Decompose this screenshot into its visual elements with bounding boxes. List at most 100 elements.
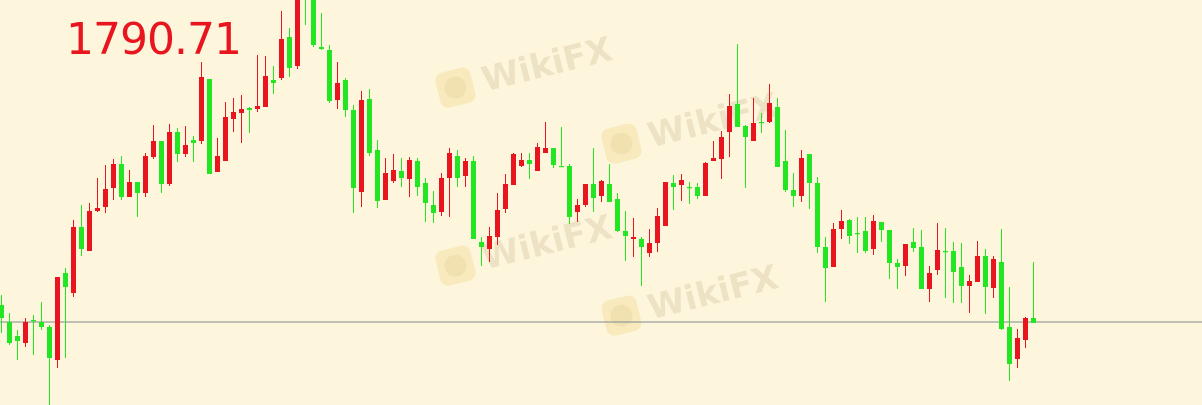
- candle-body: [975, 256, 980, 282]
- candle-body: [375, 150, 380, 201]
- candle-body: [159, 141, 164, 184]
- candle-body: [959, 267, 964, 286]
- candle-body: [327, 50, 332, 101]
- candle-body: [1015, 338, 1020, 359]
- candle-body: [415, 161, 420, 187]
- candle-body: [263, 76, 268, 107]
- candle-body: [399, 171, 404, 178]
- candle-body: [855, 233, 860, 235]
- candle-body: [407, 160, 412, 179]
- candle-body: [839, 221, 844, 229]
- candle-body: [199, 77, 204, 141]
- candle-body: [655, 216, 660, 243]
- candle-body: [775, 107, 780, 167]
- candle-body: [735, 104, 740, 127]
- candle-body: [103, 189, 108, 207]
- candle-body: [127, 182, 132, 197]
- candle-body: [1023, 318, 1028, 340]
- candle-body: [903, 244, 908, 266]
- candle-body: [599, 181, 604, 196]
- candle-body: [623, 231, 628, 236]
- candle-body: [207, 79, 212, 174]
- candle-body: [223, 117, 228, 161]
- candle-body: [7, 322, 12, 343]
- candle-body: [967, 281, 972, 286]
- candle-body: [1007, 327, 1012, 364]
- candle-body: [687, 187, 692, 189]
- candle-body: [311, 0, 316, 45]
- candle-body: [31, 320, 36, 322]
- candle-body: [143, 156, 148, 193]
- candle-body: [519, 160, 524, 166]
- candle-body: [607, 184, 612, 202]
- candle-body: [911, 242, 916, 248]
- candle-body: [719, 137, 724, 159]
- candle-body: [871, 221, 876, 249]
- candle-body: [39, 322, 44, 327]
- candle-body: [15, 336, 20, 341]
- candle-body: [431, 205, 436, 213]
- candle-body: [231, 112, 236, 119]
- candle-body: [487, 236, 492, 249]
- candle-body: [63, 273, 68, 287]
- candle-body: [879, 222, 884, 230]
- candle-body: [191, 140, 196, 143]
- candle-body: [175, 132, 180, 154]
- candle-body: [255, 106, 260, 109]
- candle-body: [695, 187, 700, 196]
- candle-body: [239, 109, 244, 113]
- candle-body: [927, 273, 932, 289]
- candle-body: [887, 230, 892, 263]
- candle-body: [583, 184, 588, 205]
- candle-body: [759, 122, 764, 124]
- candle-body: [471, 161, 476, 239]
- candle-body: [751, 123, 756, 141]
- candle-body: [287, 37, 292, 68]
- candle-body: [919, 247, 924, 289]
- candle-body: [343, 80, 348, 110]
- candle-body: [535, 147, 540, 171]
- candle-body: [527, 160, 532, 164]
- candle-body: [247, 108, 252, 110]
- candle-body: [815, 183, 820, 247]
- candle-body: [847, 220, 852, 236]
- candle-body: [47, 327, 52, 358]
- candle-body: [727, 106, 732, 132]
- candle-body: [335, 83, 340, 100]
- candle-body: [999, 262, 1004, 329]
- candle-body: [23, 322, 28, 343]
- candle-body: [79, 227, 84, 249]
- candle-body: [631, 237, 636, 239]
- candle-body: [0, 305, 4, 318]
- candle-body: [295, 0, 300, 66]
- candle-body: [55, 277, 60, 360]
- candle-body: [551, 148, 556, 165]
- candle-body: [863, 231, 868, 251]
- candle-body: [895, 263, 900, 267]
- candle-body: [439, 178, 444, 212]
- candle-body: [479, 242, 484, 247]
- candle-body: [799, 158, 804, 196]
- candle-body: [703, 163, 708, 196]
- candle-body: [279, 39, 284, 78]
- candle-body: [111, 164, 116, 188]
- candle-body: [575, 205, 580, 212]
- candle-body: [567, 166, 572, 217]
- candle-body: [935, 250, 940, 270]
- candle-body: [351, 110, 356, 188]
- candle-body: [791, 190, 796, 196]
- candle-body: [167, 132, 172, 184]
- candle-body: [559, 166, 564, 168]
- candle-body: [95, 208, 100, 211]
- candle-body: [647, 243, 652, 253]
- candle-body: [119, 164, 124, 197]
- candle-body: [183, 145, 188, 154]
- candle-body: [671, 183, 676, 187]
- candle-body: [591, 184, 596, 198]
- candle-body: [503, 184, 508, 209]
- candle-body: [271, 80, 276, 83]
- candle-body: [215, 156, 220, 172]
- candle-body: [711, 158, 716, 161]
- candle-body: [679, 180, 684, 185]
